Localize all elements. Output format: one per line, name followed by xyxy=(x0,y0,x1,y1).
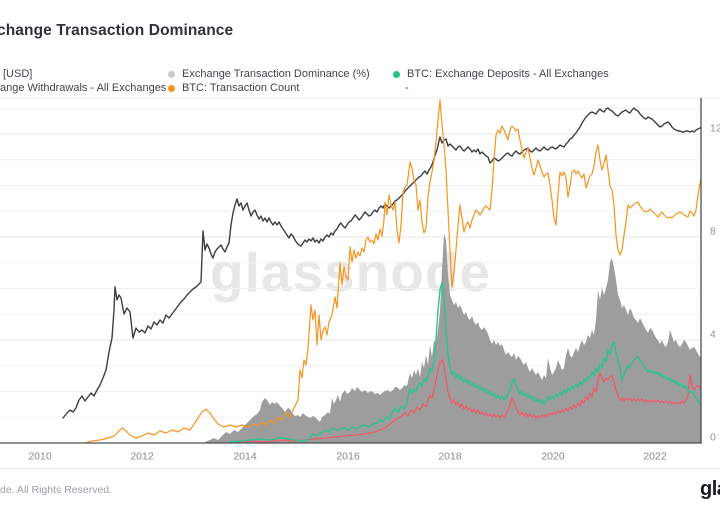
x-tick-2014: 2014 xyxy=(233,451,257,463)
y-tick-8: 8 xyxy=(710,226,716,238)
legend-item-empty-label: - xyxy=(405,82,409,94)
legend-item-tx-count-label: BTC: Transaction Count xyxy=(182,82,300,94)
series-line-btc-transaction-count xyxy=(84,99,702,444)
legend-item-usd-label: [USD] xyxy=(3,68,33,80)
footer-copyright: de. All Rights Reserved. xyxy=(0,484,113,496)
legend-item-dominance[interactable]: Exchange Transaction Dominance (%) xyxy=(168,68,370,80)
x-tick-2010: 2010 xyxy=(28,451,52,463)
x-tick-2020: 2020 xyxy=(541,451,565,463)
series-line--usd- xyxy=(62,107,702,419)
legend-item-deposits-label: BTC: Exchange Deposits - All Exchanges xyxy=(407,68,609,80)
tx-count-dot-icon xyxy=(168,84,175,92)
legend: [USD] Exchange Transaction Dominance (%)… xyxy=(0,66,720,96)
legend-item-dominance-label: Exchange Transaction Dominance (%) xyxy=(182,68,370,80)
x-tick-2012: 2012 xyxy=(130,451,154,463)
dominance-dot-icon xyxy=(168,70,175,78)
legend-item-withdrawals-label: ange Withdrawals - All Exchanges xyxy=(0,82,167,94)
glassnode-logo: gla xyxy=(700,478,720,500)
series-line-ange-withdrawals-all-exchanges xyxy=(234,359,702,444)
x-tick-2018: 2018 xyxy=(438,451,462,463)
legend-item-empty: - xyxy=(405,82,409,94)
series-line-btc-exchange-deposits-all-exchanges xyxy=(229,281,702,443)
x-tick-2016: 2016 xyxy=(336,451,360,463)
x-tick-2022: 2022 xyxy=(643,451,667,463)
legend-item-usd[interactable]: [USD] xyxy=(3,68,32,80)
footer-divider xyxy=(0,468,720,469)
legend-item-deposits[interactable]: BTC: Exchange Deposits - All Exchanges xyxy=(393,68,609,80)
deposits-dot-icon xyxy=(393,70,400,78)
legend-item-tx-count[interactable]: BTC: Transaction Count xyxy=(168,82,299,94)
y-tick-4: 4 xyxy=(710,329,716,341)
y-tick-12: 12 xyxy=(710,123,720,135)
legend-item-withdrawals[interactable]: ange Withdrawals - All Exchanges xyxy=(0,82,166,94)
series-area-dominance xyxy=(205,234,701,443)
page-title: change Transaction Dominance xyxy=(0,22,234,39)
y-tick-0: 0 xyxy=(710,432,716,444)
